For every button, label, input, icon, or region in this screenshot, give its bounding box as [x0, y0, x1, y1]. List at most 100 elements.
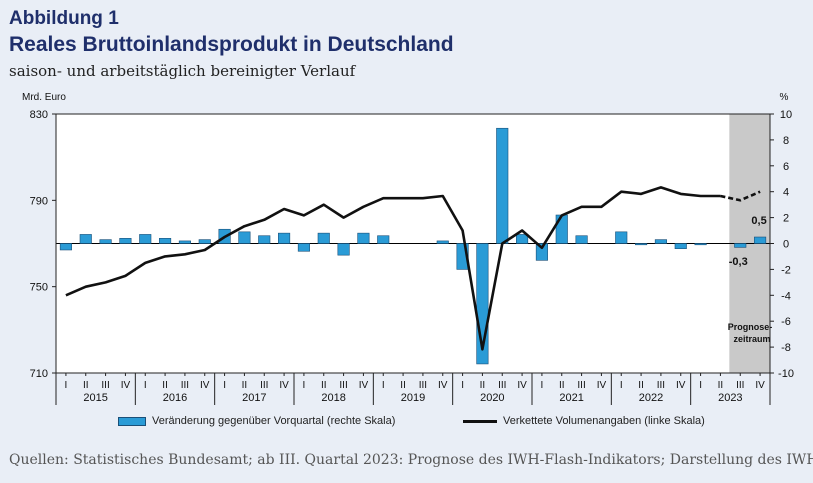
quarter-label: III — [181, 380, 189, 391]
bar — [476, 243, 489, 365]
year-label: 2018 — [321, 392, 345, 404]
bar — [79, 234, 92, 244]
quarter-label: III — [419, 380, 427, 391]
quarter-label: IV — [597, 380, 607, 391]
quarter-label: I — [699, 380, 702, 391]
bar — [119, 238, 132, 244]
quarter-label: II — [162, 380, 168, 391]
quarter-label: III — [101, 380, 109, 391]
source-note: Quellen: Statistisches Bundesamt; ab III… — [9, 452, 813, 468]
bar — [238, 231, 251, 244]
legend-bar-label: Veränderung gegenüber Vorquartal (rechte… — [152, 415, 396, 427]
bar — [496, 127, 509, 244]
right-tick-label: -8 — [781, 342, 791, 354]
right-tick-label: 0 — [783, 239, 789, 251]
annotation-q3: -0,3 — [729, 256, 748, 268]
bar — [754, 236, 767, 244]
bar — [258, 235, 271, 244]
legend-line-swatch — [463, 419, 497, 423]
legend-line-label: Verkettete Volumenangaben (linke Skala) — [503, 415, 705, 427]
quarter-label: I — [303, 380, 306, 391]
bar — [674, 243, 687, 249]
quarter-label: IV — [121, 380, 131, 391]
right-tick-label: 8 — [783, 135, 789, 147]
right-tick-label: -6 — [781, 316, 791, 328]
bar — [357, 232, 370, 244]
quarter-label: IV — [755, 380, 765, 391]
bar — [555, 214, 568, 244]
right-tick-label: -10 — [778, 368, 794, 380]
quarter-label: III — [339, 380, 347, 391]
legend-item-bars: Veränderung gegenüber Vorquartal (rechte… — [118, 415, 395, 427]
quarter-label: II — [83, 380, 89, 391]
quarter-label: I — [620, 380, 623, 391]
bar — [654, 239, 667, 244]
quarter-label: II — [400, 380, 406, 391]
forecast-label-line2: zeitraum — [733, 334, 770, 344]
bar — [734, 243, 747, 248]
bar — [377, 235, 390, 244]
quarter-label: IV — [200, 380, 210, 391]
bar — [456, 243, 469, 270]
legend-bar-swatch — [118, 416, 146, 426]
year-label: 2022 — [639, 392, 663, 404]
quarter-label: I — [65, 380, 68, 391]
quarter-label: II — [718, 380, 724, 391]
volume-line-forecast — [720, 190, 761, 202]
quarter-label: I — [541, 380, 544, 391]
left-tick-label: 830 — [30, 109, 48, 121]
left-tick-label: 750 — [30, 282, 48, 294]
bar — [516, 234, 529, 244]
right-tick-label: 2 — [783, 213, 789, 225]
bar — [178, 240, 191, 244]
bar — [635, 243, 648, 246]
quarter-label: III — [657, 380, 665, 391]
year-label: 2015 — [83, 392, 107, 404]
bar — [297, 243, 310, 252]
bar — [337, 243, 350, 256]
right-tick-label: -2 — [781, 264, 791, 276]
quarter-label: III — [577, 380, 585, 391]
left-tick-label: 790 — [30, 195, 48, 207]
right-tick-label: 4 — [783, 187, 789, 199]
chart-title: Reales Bruttoinlandsprodukt in Deutschla… — [9, 33, 454, 56]
bar — [159, 238, 172, 244]
quarter-label: II — [321, 380, 327, 391]
right-tick-label: 6 — [783, 161, 789, 173]
bar — [317, 232, 330, 244]
bar — [575, 235, 588, 244]
right-tick-label: -4 — [781, 290, 791, 302]
year-label: 2019 — [401, 392, 425, 404]
right-axis-unit: % — [780, 92, 789, 103]
quarter-label: I — [382, 380, 385, 391]
bar — [99, 239, 112, 244]
annotation-q4: 0,5 — [751, 215, 766, 227]
quarter-label: IV — [279, 380, 289, 391]
left-axis-unit: Mrd. Euro — [22, 92, 66, 103]
figure-label: Abbildung 1 — [9, 8, 119, 29]
quarter-label: II — [242, 380, 248, 391]
bar — [139, 234, 152, 244]
bar — [278, 232, 291, 244]
year-label: 2020 — [480, 392, 504, 404]
volume-line — [65, 186, 721, 351]
forecast-label-line1: Prognose- — [728, 322, 773, 332]
year-label: 2021 — [559, 392, 583, 404]
quarter-label: I — [461, 380, 464, 391]
quarter-label: IV — [517, 380, 527, 391]
bar — [198, 239, 211, 244]
left-tick-label: 710 — [30, 368, 48, 380]
right-tick-label: 10 — [780, 109, 792, 121]
bar — [615, 231, 628, 244]
quarter-label: IV — [359, 380, 369, 391]
legend-item-line: Verkettete Volumenangaben (linke Skala) — [463, 415, 705, 427]
bar — [59, 243, 72, 251]
quarter-label: II — [480, 380, 486, 391]
bar — [694, 243, 707, 246]
bar — [535, 243, 548, 261]
quarter-label: I — [144, 380, 147, 391]
bar — [436, 240, 449, 244]
quarter-label: I — [223, 380, 226, 391]
year-label: 2017 — [242, 392, 266, 404]
